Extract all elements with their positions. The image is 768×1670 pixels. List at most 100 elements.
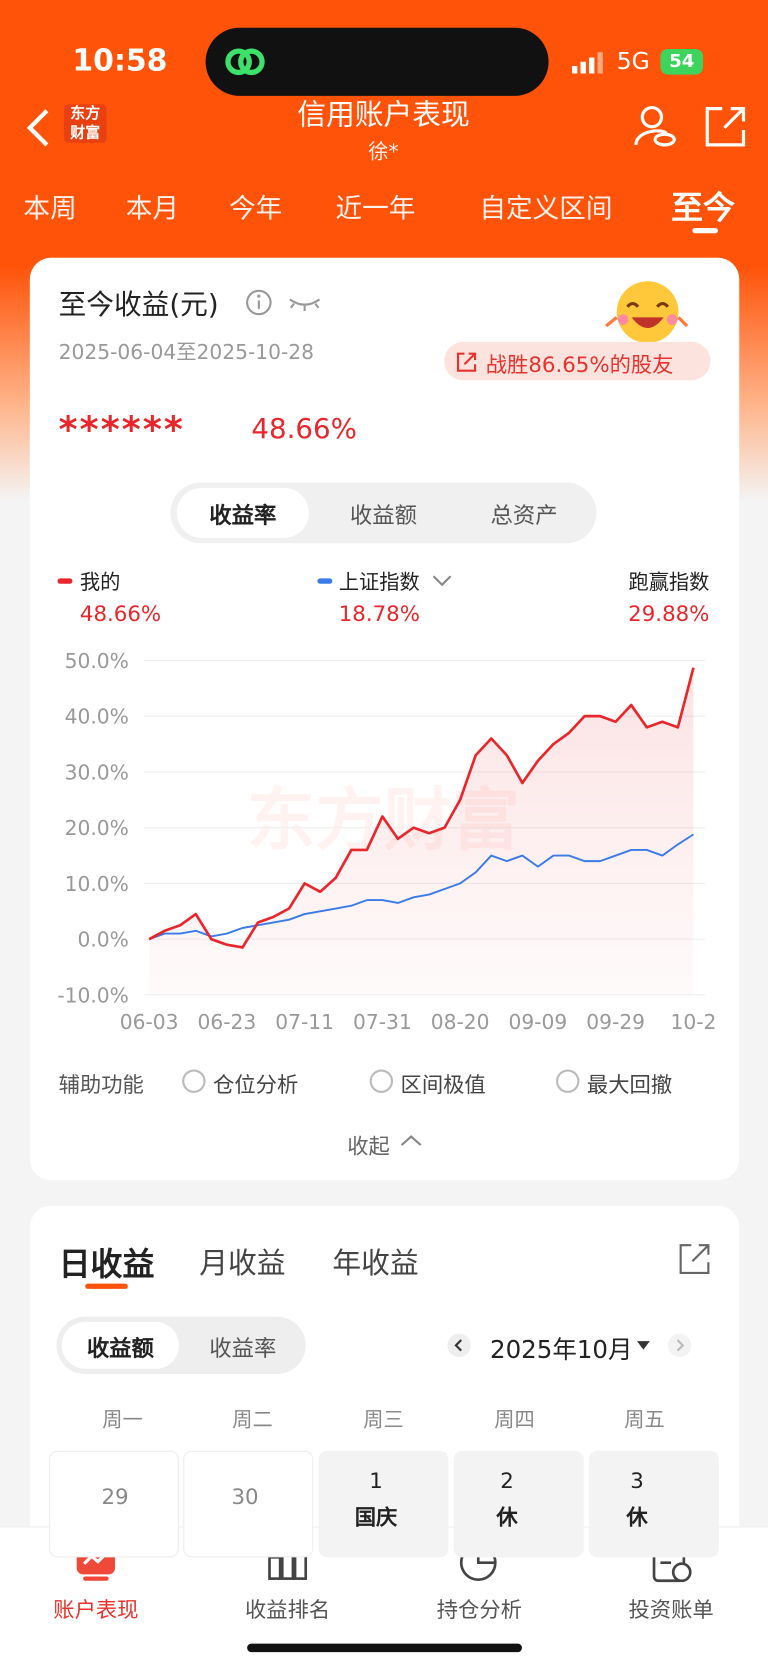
page-subtitle: 徐* [368, 140, 399, 165]
tool-option[interactable]: 最大回撤 [586, 1071, 673, 1098]
x-tick-label: 06-03 [120, 1010, 179, 1034]
day-cell[interactable] [183, 1450, 314, 1558]
weekday: 周二 [232, 1408, 273, 1432]
metric-tab[interactable]: 收益额 [349, 502, 418, 529]
next-month[interactable] [667, 1333, 692, 1358]
weekday: 周四 [494, 1408, 535, 1432]
legend-value: 18.78% [338, 600, 420, 627]
network: 5G [616, 48, 650, 76]
period-tab-selected[interactable]: 至今 [671, 189, 735, 227]
y-tick-label: 10.0% [65, 872, 129, 896]
daily-tab[interactable]: 月收益 [199, 1247, 286, 1281]
period-tab[interactable]: 自定义区间 [479, 192, 613, 224]
dropdown-chevron[interactable] [431, 573, 452, 588]
day-date: 3 [630, 1467, 644, 1494]
y-tick-label: 40.0% [65, 705, 129, 729]
x-tick-label: 09-09 [509, 1010, 568, 1034]
radio[interactable] [369, 1069, 394, 1093]
emoji-sticker [605, 281, 689, 343]
y-tick-label: 0.0% [78, 928, 129, 952]
page-title: 信用账户表现 [297, 99, 470, 133]
badge-text: 战胜86.65%的股友 [485, 351, 674, 378]
logo-line: 东方 [70, 105, 101, 123]
weekday: 周五 [624, 1408, 665, 1432]
day-note: 国庆 [354, 1504, 398, 1530]
battery: 54 [660, 48, 704, 75]
day-note: 休 [496, 1504, 518, 1530]
home-indicator [247, 1643, 522, 1653]
y-tick-label: -10.0% [57, 983, 129, 1007]
metric-tab[interactable]: 收益率 [209, 502, 277, 529]
collapse-button[interactable]: 收起 [347, 1133, 390, 1159]
day-cell[interactable] [589, 1450, 720, 1558]
month-caret [636, 1341, 650, 1350]
day-date: 30 [231, 1483, 259, 1510]
month-selector[interactable]: 2025年10月 [489, 1336, 633, 1365]
radio[interactable] [556, 1069, 580, 1093]
masked-amount: ****** [58, 409, 186, 452]
weekday: 周三 [363, 1408, 404, 1432]
account-icon[interactable] [633, 104, 678, 149]
metric-tab[interactable]: 总资产 [490, 502, 558, 529]
app-icon [225, 48, 265, 76]
weekday: 周一 [102, 1408, 143, 1432]
period-tab[interactable]: 本周 [23, 192, 77, 224]
y-tick-label: 20.0% [65, 816, 129, 840]
date-range: 2025-06-04至2025-10-28 [58, 340, 315, 365]
share-icon[interactable] [703, 104, 748, 149]
period-tab[interactable]: 本月 [125, 192, 179, 224]
x-tick-label: 07-11 [275, 1010, 334, 1034]
tab-indicator [692, 227, 718, 234]
info-eye-icons[interactable] [245, 289, 330, 319]
line [148, 667, 695, 949]
day-cell[interactable] [48, 1450, 179, 1558]
x-tick-label: 10-2 [670, 1010, 716, 1034]
badge-icon [456, 352, 477, 372]
daily-tab[interactable]: 年收益 [332, 1247, 419, 1281]
nav-label[interactable]: 投资账单 [628, 1596, 714, 1623]
tool-option[interactable]: 区间极值 [400, 1071, 486, 1098]
period-tab[interactable]: 近一年 [335, 192, 416, 224]
day-date: 29 [101, 1483, 129, 1510]
day-note: 休 [626, 1504, 648, 1530]
mode-selected [61, 1321, 179, 1369]
x-tick-label: 07-31 [353, 1010, 412, 1034]
tools-label: 辅助功能 [58, 1071, 144, 1098]
logo: 东方 财富 [63, 104, 107, 143]
day-date: 1 [369, 1467, 383, 1494]
prev-month[interactable] [447, 1333, 471, 1358]
dynamic-island [205, 27, 549, 96]
collapse-chevron [400, 1135, 422, 1146]
radio[interactable] [182, 1069, 206, 1093]
x-tick-label: 08-20 [431, 1010, 490, 1034]
y-tick-label: 30.0% [65, 760, 129, 784]
legend-name: 跑赢指数 [628, 570, 710, 595]
nav-label[interactable]: 持仓分析 [436, 1596, 522, 1623]
legend-name[interactable]: 上证指数 [338, 570, 420, 595]
signal-icon [572, 52, 603, 74]
day-cell[interactable] [318, 1450, 449, 1558]
share-icon[interactable] [677, 1242, 711, 1276]
tool-option[interactable]: 仓位分析 [213, 1071, 299, 1098]
legend-name: 我的 [79, 570, 121, 595]
legend-value: 48.66% [79, 600, 162, 627]
back-button[interactable] [23, 107, 53, 150]
nav-label-selected[interactable]: 账户表现 [53, 1596, 139, 1623]
period-tab[interactable]: 今年 [229, 192, 283, 224]
x-tick-label: 06-23 [198, 1010, 257, 1034]
mode-tab[interactable]: 收益率 [209, 1335, 277, 1362]
nav-label[interactable]: 收益排名 [244, 1596, 331, 1623]
legend-value: 29.88% [628, 600, 710, 627]
mode-tab[interactable]: 收益额 [86, 1335, 154, 1362]
day-date: 2 [500, 1467, 514, 1494]
metric-selected [176, 487, 309, 538]
total-rate: 48.66% [251, 413, 357, 446]
daily-tab-selected[interactable]: 日收益 [58, 1246, 155, 1284]
y-tick-label: 50.0% [65, 649, 129, 673]
legend-swatch [57, 578, 73, 584]
status-time: 10:58 [72, 42, 168, 78]
badge-bg[interactable] [444, 341, 711, 381]
day-cell[interactable] [453, 1450, 584, 1558]
